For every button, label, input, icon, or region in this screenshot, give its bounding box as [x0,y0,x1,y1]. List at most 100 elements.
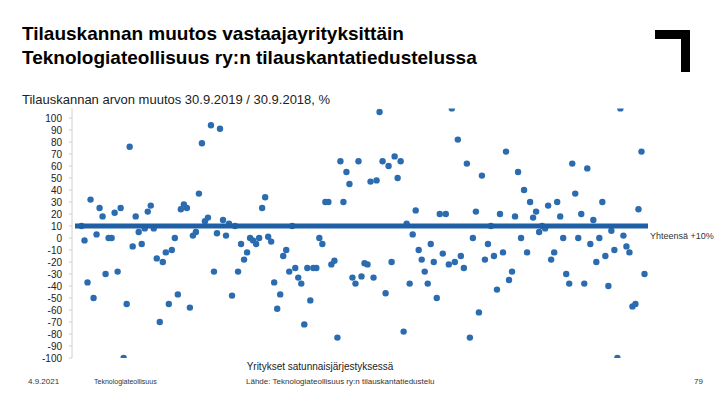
point [554,199,560,205]
point [307,297,313,303]
title: Teknologiateollisuus ry:n tilauskantatie… [22,47,477,68]
point [503,148,509,154]
point [244,249,250,255]
point [220,217,226,223]
point [205,214,211,220]
point [527,199,533,205]
y-tick [69,334,72,335]
point [126,144,132,150]
chart: Tilauskannan muutos vastaajayrityksittäi… [0,0,720,405]
point [120,355,126,358]
total-line [75,224,648,229]
point [485,241,491,247]
y-tick-label: -20 [48,257,63,268]
point [235,268,241,274]
point [349,274,355,280]
y-tick-label: -10 [48,245,63,256]
point [563,271,569,277]
point [449,108,455,111]
x-axis-label: Yritykset satunnaisjärjestyksessä [247,361,394,372]
y-axis-line [72,108,73,358]
point [455,136,461,142]
point [479,172,485,178]
point [506,277,512,283]
point [412,207,418,213]
y-tick [69,310,72,311]
point [343,169,349,175]
y-tick-label: -30 [48,269,63,280]
point [259,205,265,211]
y-tick [69,250,72,251]
y-tick-label: 60 [51,161,63,172]
plot-area [75,108,648,358]
point [81,237,87,243]
point [346,181,352,187]
point [304,265,310,271]
point [175,291,181,297]
point [187,304,193,310]
point [623,243,629,249]
point [166,301,172,307]
point [581,280,587,286]
point [512,213,518,219]
point [316,235,322,241]
point [587,241,593,247]
point [641,271,647,277]
point [295,274,301,280]
point [373,177,379,183]
point [132,213,138,219]
point [148,202,154,208]
point [145,208,151,214]
point [117,205,123,211]
point [262,194,268,200]
point [437,211,443,217]
point [521,187,527,193]
point [443,211,449,217]
title: Tilauskannan muutos vastaajayrityksittäi… [22,23,404,44]
point [536,229,542,235]
point [491,253,497,259]
point [160,259,166,265]
y-tick [69,262,72,263]
point [461,265,467,271]
point [560,235,566,241]
y-tick [69,346,72,347]
point [602,253,608,259]
point [557,213,563,219]
logo [655,30,690,72]
point [617,108,623,111]
y-tick [69,130,72,131]
point [584,165,590,171]
point [199,140,205,146]
point [400,328,406,334]
point [334,334,340,340]
point [298,280,304,286]
point [530,214,536,220]
y-tick-label: 80 [51,137,63,148]
point [551,249,557,255]
y-tick [69,274,72,275]
point [286,268,292,274]
point [340,199,346,205]
point [256,235,262,241]
point [355,158,361,164]
y-tick [69,178,72,179]
point [184,205,190,211]
point [96,205,102,211]
point [313,265,319,271]
point [274,306,280,312]
footer-brand: Teknologiateollisuus [94,378,157,386]
point [434,295,440,301]
point [376,109,382,115]
y-tick-label: 0 [56,233,62,244]
point [593,259,599,265]
point [509,268,515,274]
point [428,241,434,247]
point [473,208,479,214]
point [482,256,488,262]
point [238,241,244,247]
point [358,273,364,279]
point [280,253,286,259]
point [446,261,452,267]
point [515,169,521,175]
